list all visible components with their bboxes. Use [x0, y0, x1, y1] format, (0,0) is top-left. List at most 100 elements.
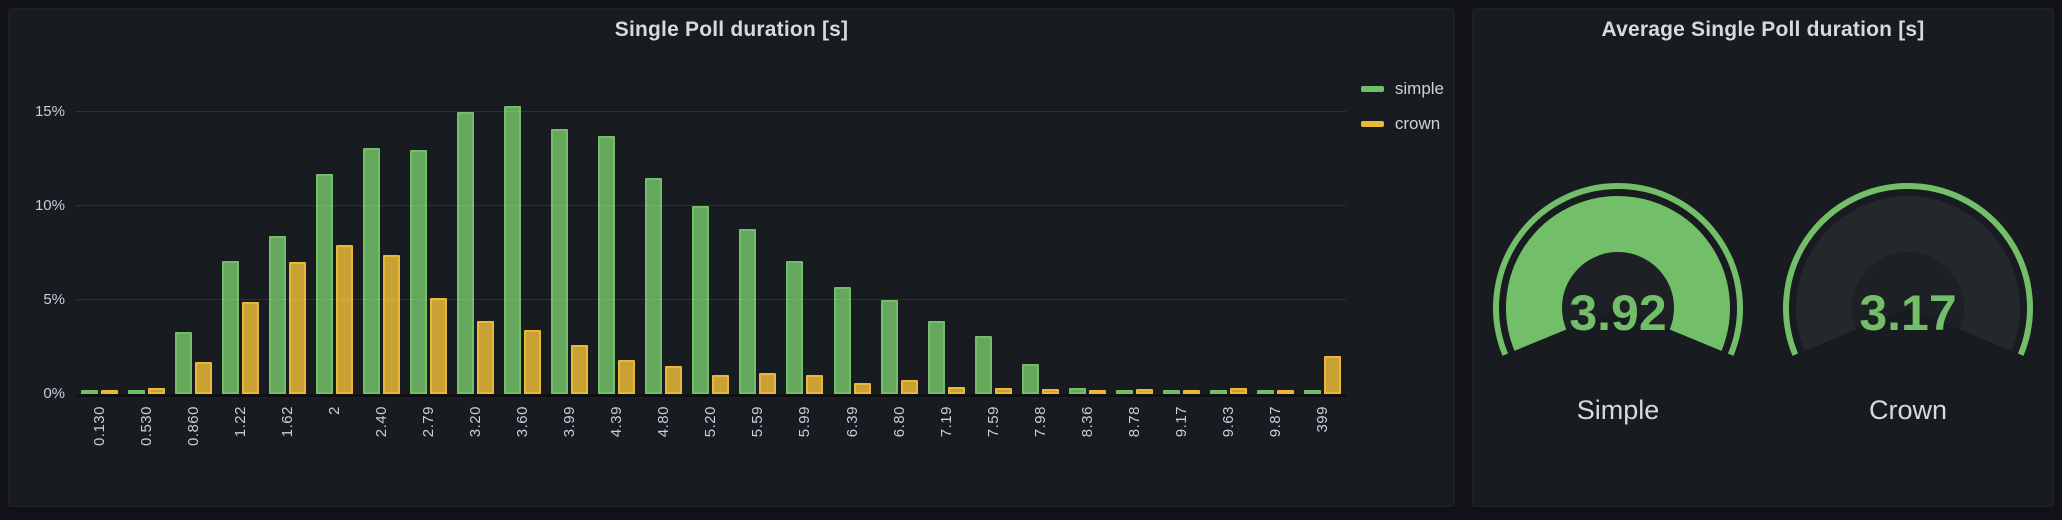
bar-group-9.17 — [1158, 61, 1205, 394]
x-tick-cell: 4.80 — [640, 406, 687, 446]
bar-simple — [1209, 390, 1227, 394]
bar-simple — [222, 261, 240, 394]
bar-simple — [1068, 388, 1086, 394]
bar-crown — [430, 298, 448, 394]
x-tick-cell: 7.59 — [970, 406, 1017, 446]
gauge-value-text: 3.92 — [1569, 285, 1667, 341]
bar-simple — [692, 206, 710, 394]
bar-crown — [618, 360, 636, 394]
bar-simple — [410, 150, 428, 394]
x-tick-cell: 8.36 — [1064, 406, 1111, 446]
x-tick-cell: 7.98 — [1017, 406, 1064, 446]
x-tick-label: 399 — [1313, 406, 1331, 433]
x-tick-cell: 0.860 — [170, 406, 217, 446]
bar-group-2.40 — [358, 61, 405, 394]
x-tick-label: 0.130 — [91, 406, 109, 447]
x-tick-cell: 9.63 — [1205, 406, 1252, 446]
gauge-arc: 3.92 — [1491, 181, 1745, 363]
gauge-arc: 3.17 — [1781, 181, 2035, 363]
x-tick-label: 1.22 — [232, 406, 250, 438]
x-tick-label: 5.20 — [702, 406, 720, 438]
panel-title[interactable]: Average Single Poll duration [s] — [1601, 18, 1925, 41]
panel-average-single-poll-duration: Average Single Poll duration [s] 3.92 Sim… — [1472, 8, 2054, 507]
bar-simple — [504, 106, 522, 394]
gauge-crown: 3.17 Crown — [1781, 181, 2035, 426]
x-tick-cell: 5.59 — [734, 406, 781, 446]
histogram-plot — [76, 61, 1346, 397]
bar-group-1.22 — [217, 61, 264, 394]
bar-crown — [994, 388, 1012, 394]
x-tick-cell: 2.40 — [358, 406, 405, 446]
x-tick-label: 8.36 — [1078, 406, 1096, 438]
bar-crown — [571, 345, 589, 394]
bar-group-5.20 — [687, 61, 734, 394]
legend-item-crown[interactable]: crown — [1360, 114, 1444, 134]
gauge-threshold-ring — [1783, 183, 2033, 356]
x-tick-label: 6.80 — [890, 406, 908, 438]
bar-simple — [316, 174, 334, 394]
bar-group-7.19 — [923, 61, 970, 394]
bar-crown — [1182, 390, 1200, 394]
legend-dash-icon — [1360, 86, 1384, 92]
x-tick-cell: 5.20 — [687, 406, 734, 446]
bar-simple — [457, 112, 475, 394]
bar-simple — [786, 261, 804, 394]
legend-label: simple — [1394, 79, 1444, 98]
bar-group-0.130 — [76, 61, 123, 394]
bar-crown — [900, 380, 918, 394]
bar-group-4.80 — [640, 61, 687, 394]
x-tick-label: 2 — [326, 406, 344, 415]
x-tick-label: 2.40 — [373, 406, 391, 438]
legend-dash-icon — [1360, 121, 1384, 127]
bar-group-5.59 — [734, 61, 781, 394]
bar-crown — [853, 383, 871, 394]
bar-simple — [551, 129, 569, 394]
bar-crown — [1135, 389, 1153, 394]
x-tick-cell: 0.130 — [76, 406, 123, 446]
x-tick-label: 3.99 — [561, 406, 579, 438]
bar-simple — [1303, 390, 1321, 394]
bar-crown — [1323, 356, 1341, 394]
bar-group-6.80 — [876, 61, 923, 394]
bar-crown — [947, 387, 965, 394]
bar-crown — [148, 388, 166, 394]
legend-item-simple[interactable]: simple — [1360, 79, 1444, 99]
bar-simple — [833, 287, 851, 394]
x-tick-cell: 8.78 — [1111, 406, 1158, 446]
y-tick-label: 15% — [34, 103, 65, 120]
legend-label: crown — [1394, 114, 1441, 133]
bar-crown — [759, 373, 777, 394]
x-tick-label: 7.19 — [937, 406, 955, 438]
x-tick-label: 9.17 — [1172, 406, 1190, 438]
bar-group-399 — [1299, 61, 1346, 394]
x-tick-cell: 3.99 — [546, 406, 593, 446]
gauge-title: Simple — [1576, 395, 1660, 425]
bar-group-7.98 — [1017, 61, 1064, 394]
bar-simple — [645, 178, 663, 394]
bar-group-8.78 — [1111, 61, 1158, 394]
bar-simple — [269, 236, 287, 394]
x-tick-label: 2.79 — [420, 406, 438, 438]
bar-crown — [1229, 388, 1247, 394]
bar-group-1.62 — [264, 61, 311, 394]
bar-crown — [383, 255, 401, 394]
bar-group-3.99 — [546, 61, 593, 394]
bar-simple — [175, 332, 193, 394]
y-tick-label: 0% — [43, 385, 65, 402]
gauge-face — [1562, 252, 1674, 330]
bar-crown — [1041, 389, 1059, 394]
bar-simple — [739, 229, 757, 394]
gauge-face — [1852, 252, 1964, 330]
bar-group-6.39 — [829, 61, 876, 394]
bar-simple — [128, 390, 146, 394]
x-tick-cell: 3.60 — [499, 406, 546, 446]
panel-title[interactable]: Single Poll duration [s] — [614, 18, 849, 41]
bar-group-9.87 — [1252, 61, 1299, 394]
bar-crown — [712, 375, 730, 394]
x-tick-label: 8.78 — [1125, 406, 1143, 438]
gridline-15 — [76, 111, 1346, 112]
x-tick-cell: 9.87 — [1252, 406, 1299, 446]
x-tick-cell: 0.530 — [123, 406, 170, 446]
bar-crown — [524, 330, 542, 394]
bar-group-8.36 — [1064, 61, 1111, 394]
